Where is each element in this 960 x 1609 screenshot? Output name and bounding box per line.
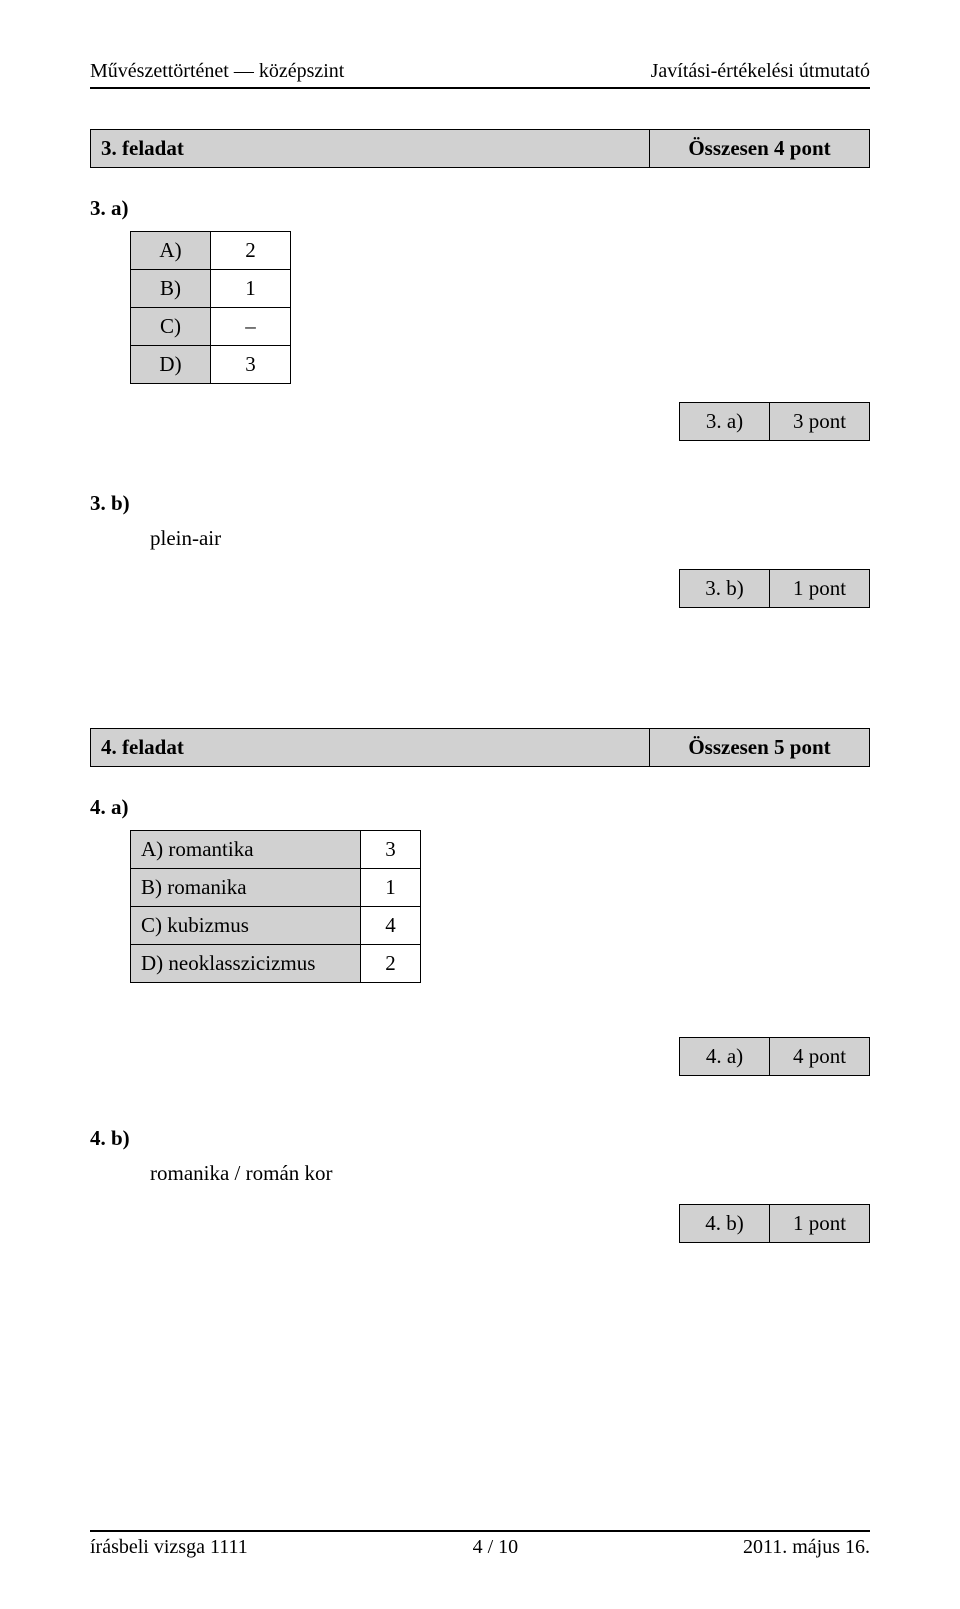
task4-a-score: 4. a) 4 pont [679, 1037, 870, 1076]
table-row: B) 1 [131, 270, 291, 308]
page-footer: írásbeli vizsga 1111 4 / 10 2011. május … [90, 1530, 870, 1559]
cell-value: 3 [211, 346, 291, 384]
page: Művészettörténet — középszint Javítási-é… [0, 0, 960, 1609]
table-row: A) 2 [131, 232, 291, 270]
task4-bar: 4. feladat Összesen 5 pont [90, 728, 870, 767]
cell-value: 1 [361, 869, 421, 907]
task4-b-answer: romanika / román kor [150, 1161, 870, 1186]
cell-label: A) [131, 232, 211, 270]
task3-bar-right: Összesen 4 pont [649, 130, 869, 167]
table-row: B) romanika 1 [131, 869, 421, 907]
cell-value: 1 [211, 270, 291, 308]
score-value: 1 pont [770, 1205, 870, 1243]
task4-bar-right: Összesen 5 pont [649, 729, 869, 766]
footer-center: 4 / 10 [473, 1536, 519, 1559]
score-label: 3. b) [680, 570, 770, 608]
cell-label: C) [131, 308, 211, 346]
score-label: 3. a) [680, 403, 770, 441]
cell-label: A) romantika [131, 831, 361, 869]
task4-b-label: 4. b) [90, 1126, 870, 1151]
task4-a-score-row: 4. a) 4 pont [90, 1037, 870, 1076]
cell-label: B) [131, 270, 211, 308]
table-row: C) kubizmus 4 [131, 907, 421, 945]
cell-value: 2 [361, 945, 421, 983]
cell-value: 4 [361, 907, 421, 945]
cell-value: 3 [361, 831, 421, 869]
task4-a-table: A) romantika 3 B) romanika 1 C) kubizmus… [130, 830, 421, 983]
task4-bar-left: 4. feladat [91, 729, 649, 766]
header-right: Javítási-értékelési útmutató [651, 60, 870, 83]
task3-bar: 3. feladat Összesen 4 pont [90, 129, 870, 168]
table-row: A) romantika 3 [131, 831, 421, 869]
task3-a-table: A) 2 B) 1 C) – D) 3 [130, 231, 291, 384]
score-value: 1 pont [770, 570, 870, 608]
cell-label: B) romanika [131, 869, 361, 907]
task4-b-score: 4. b) 1 pont [679, 1204, 870, 1243]
task3-b-score: 3. b) 1 pont [679, 569, 870, 608]
table-row: C) – [131, 308, 291, 346]
score-label: 4. a) [680, 1038, 770, 1076]
task3-b-label: 3. b) [90, 491, 870, 516]
task3-a-score: 3. a) 3 pont [679, 402, 870, 441]
score-value: 3 pont [770, 403, 870, 441]
task4-a-label: 4. a) [90, 795, 870, 820]
cell-label: D) neoklasszicizmus [131, 945, 361, 983]
score-value: 4 pont [770, 1038, 870, 1076]
task3-a-label: 3. a) [90, 196, 870, 221]
footer-left: írásbeli vizsga 1111 [90, 1536, 248, 1559]
task3-b-answer: plein-air [150, 526, 870, 551]
page-header: Művészettörténet — középszint Javítási-é… [90, 60, 870, 83]
header-left: Művészettörténet — középszint [90, 60, 344, 83]
task3-bar-left: 3. feladat [91, 130, 649, 167]
header-rule [90, 87, 870, 89]
table-row: D) 3 [131, 346, 291, 384]
score-label: 4. b) [680, 1205, 770, 1243]
cell-value: 2 [211, 232, 291, 270]
footer-right: 2011. május 16. [743, 1536, 870, 1559]
task3-b-score-row: 3. b) 1 pont [90, 569, 870, 608]
cell-label: C) kubizmus [131, 907, 361, 945]
footer-rule [90, 1530, 870, 1532]
cell-label: D) [131, 346, 211, 384]
cell-value: – [211, 308, 291, 346]
task4-b-score-row: 4. b) 1 pont [90, 1204, 870, 1243]
table-row: D) neoklasszicizmus 2 [131, 945, 421, 983]
task3-a-score-row: 3. a) 3 pont [90, 402, 870, 441]
